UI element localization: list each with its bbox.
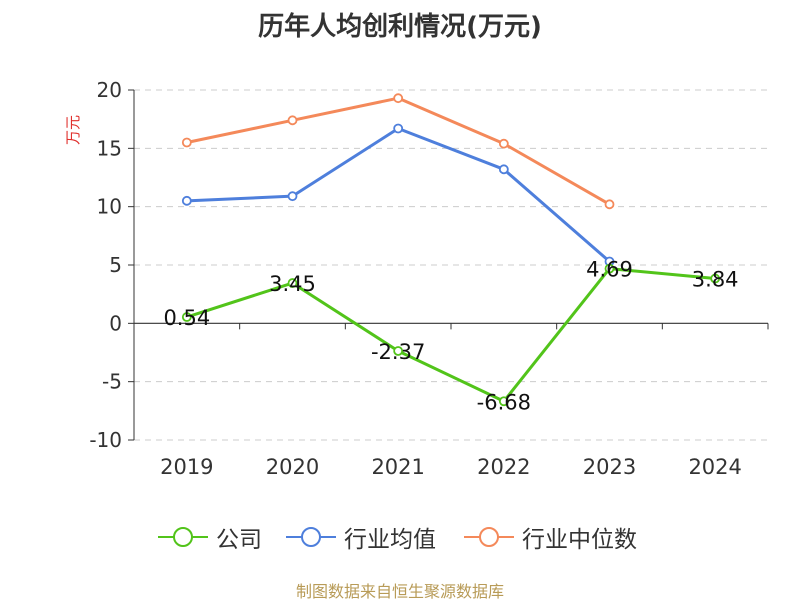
x-tick-label: 2020	[266, 455, 319, 479]
x-tick-label: 2024	[688, 455, 741, 479]
data-point	[604, 199, 615, 210]
legend-label-company: 公司	[216, 527, 262, 553]
legend-item-industry-average[interactable]: 行业均值	[286, 520, 436, 554]
legend: 公司 行业均值 行业中位数	[0, 520, 800, 554]
x-tick-label: 2023	[583, 455, 636, 479]
y-tick-label: 0	[109, 311, 122, 335]
x-tick-label: 2021	[371, 455, 424, 479]
y-tick-label: -10	[89, 428, 122, 452]
series-line	[186, 267, 716, 403]
legend-label-industry-average: 行业均值	[344, 527, 436, 553]
legend-marker-company	[158, 527, 208, 547]
data-label: 3.84	[692, 268, 739, 292]
data-point	[181, 312, 192, 322]
y-tick-label: -5	[102, 370, 122, 394]
chart-title: 历年人均创利情况(万元)	[258, 12, 542, 42]
data-point	[604, 263, 615, 274]
data-point	[393, 123, 404, 134]
source-footer: 制图数据来自恒生聚源数据库	[295, 582, 504, 601]
data-point	[498, 164, 509, 175]
data-point	[287, 115, 298, 126]
data-point	[181, 195, 192, 206]
data-point	[498, 396, 509, 407]
data-label: 3.45	[269, 272, 316, 296]
line-chart: 20 15 10 5 0 -5 -10 2019 2020 2021 2022 2023 2024 0.5…	[89, 78, 769, 479]
x-tick-label: 2019	[160, 455, 213, 479]
series-line	[186, 96, 611, 206]
legend-label-industry-median: 行业中位数	[522, 527, 637, 553]
legend-item-company[interactable]: 公司	[158, 520, 262, 554]
y-tick-label: 20	[97, 78, 122, 102]
data-point	[287, 278, 298, 288]
data-label: 4.69	[586, 258, 633, 282]
data-point	[393, 346, 404, 356]
data-point	[393, 93, 404, 104]
legend-marker-industry-average	[286, 527, 336, 547]
y-tick-label: 5	[109, 253, 122, 277]
data-point	[181, 137, 192, 148]
y-tick-label: 10	[97, 195, 122, 219]
y-tick-label: 15	[97, 136, 122, 160]
data-point	[710, 273, 721, 284]
data-label: -2.37	[371, 340, 425, 364]
data-label: 0.54	[163, 306, 210, 330]
data-label: -6.68	[477, 390, 531, 414]
data-point	[287, 191, 298, 202]
legend-item-industry-median[interactable]: 行业中位数	[464, 520, 637, 554]
legend-marker-industry-median	[464, 527, 514, 547]
x-tick-label: 2022	[477, 455, 530, 479]
data-point	[498, 138, 509, 149]
